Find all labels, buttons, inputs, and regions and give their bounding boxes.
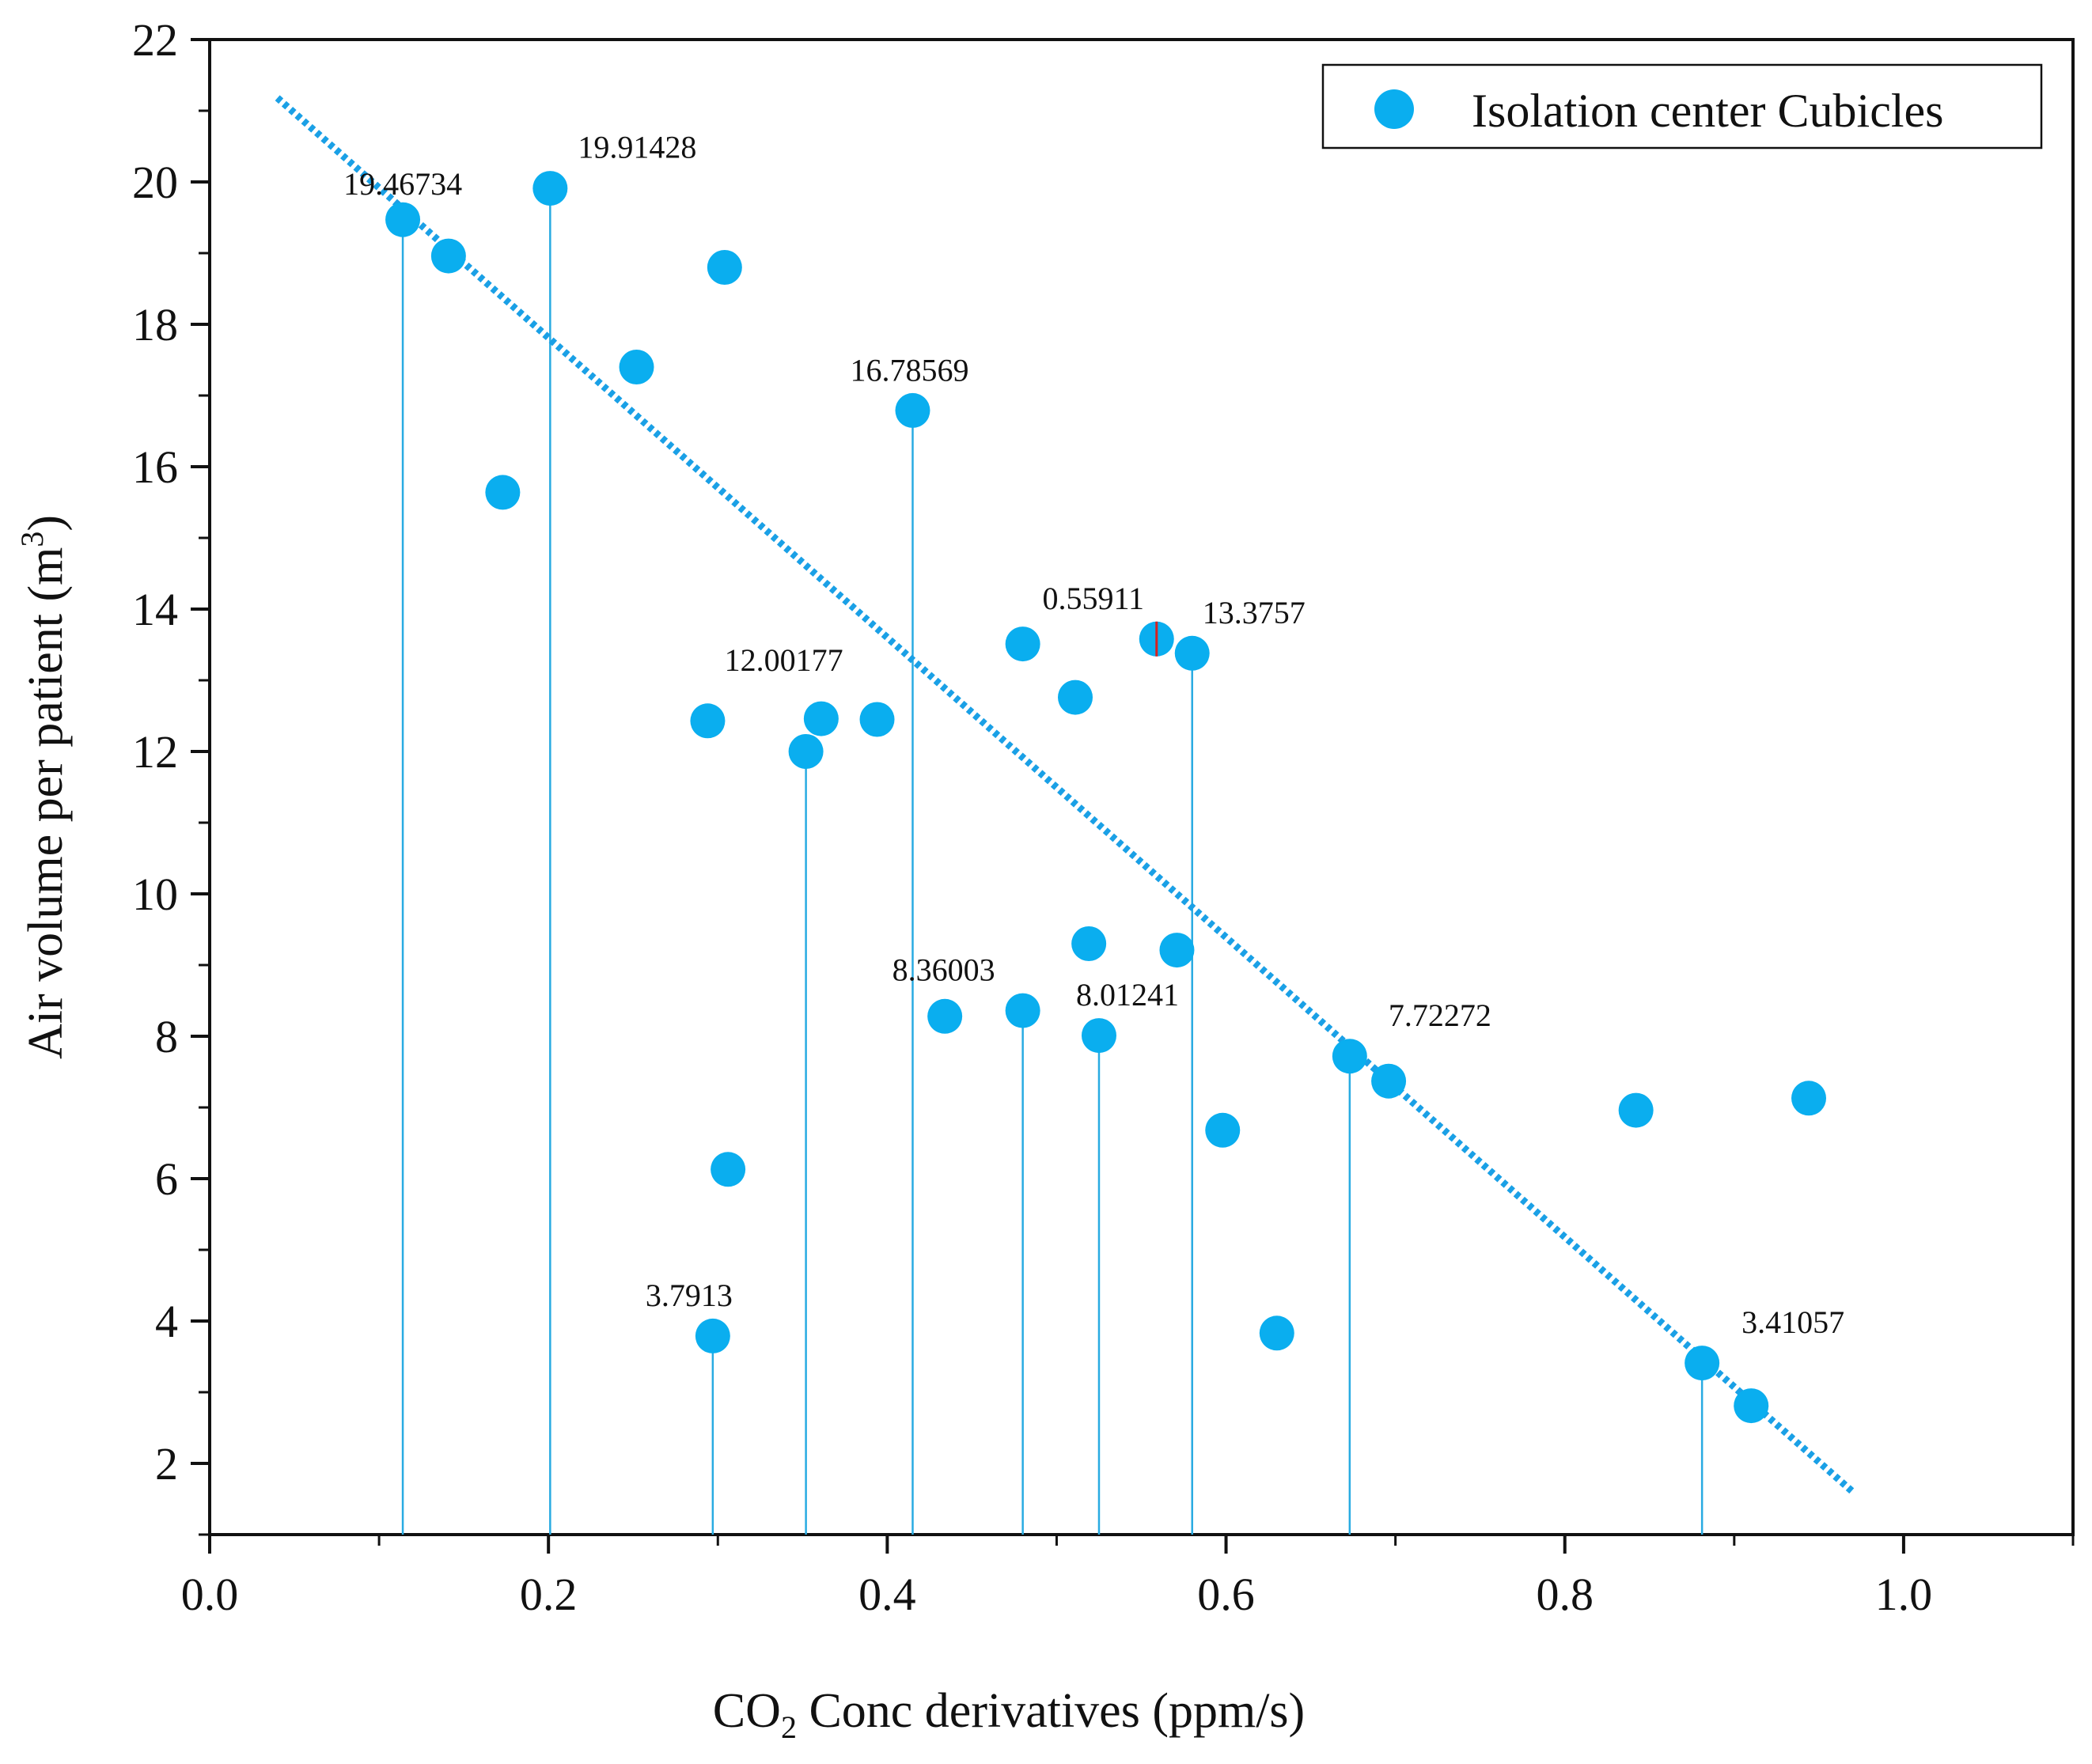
x-tick-label: 0.2	[520, 1569, 578, 1620]
data-label: 8.01241	[1076, 977, 1179, 1013]
legend-box	[1321, 63, 2043, 150]
legend: Isolation center Cubicles	[1321, 63, 2043, 150]
data-label: 19.46734	[343, 166, 462, 202]
data-point	[927, 998, 963, 1034]
y-tick-label: 14	[132, 584, 178, 635]
y-tick-label: 18	[132, 299, 178, 350]
annotation-layer: 19.46734 19.91428 16.78569 12.00177 0.55911 1…	[343, 130, 1844, 1340]
data-point	[1005, 626, 1040, 662]
x-tick-label: 0.6	[1197, 1569, 1255, 1620]
data-label: 19.91428	[578, 130, 696, 165]
x-axis-title: CO2 Conc derivatives (ppm/s)	[713, 1684, 1305, 1745]
data-point	[1081, 1018, 1116, 1054]
data-point	[485, 475, 521, 510]
y-tick-label: 20	[132, 157, 178, 208]
ticks-layer: 0.0 0.2 0.4 0.6 0.8 1.0 2 4 6 8 10 12 14 16 18 20 22	[132, 14, 2075, 1620]
x-tick-label: 0.0	[181, 1569, 239, 1620]
data-point	[707, 250, 742, 285]
data-point	[895, 392, 930, 428]
data-point	[1618, 1092, 1654, 1128]
plot-frame	[208, 38, 2075, 1536]
data-label: 8.36003	[893, 952, 995, 988]
data-point	[690, 703, 726, 739]
data-label: 3.41057	[1741, 1304, 1844, 1340]
x-tick-label: 0.8	[1536, 1569, 1594, 1620]
data-point	[695, 1318, 730, 1353]
data-point	[1791, 1081, 1827, 1116]
data-point	[1685, 1346, 1720, 1381]
data-point	[1205, 1112, 1241, 1148]
x-tick-label: 1.0	[1875, 1569, 1933, 1620]
y-tick-label: 6	[155, 1153, 178, 1205]
x-tick-label: 0.4	[858, 1569, 916, 1620]
y-tick-label: 4	[155, 1296, 178, 1347]
data-label: 16.78569	[850, 352, 968, 388]
data-point	[859, 702, 895, 737]
x-axis-title-rest: Conc derivatives (ppm/s)	[797, 1684, 1305, 1738]
points-layer	[385, 171, 1827, 1424]
data-point	[532, 171, 568, 206]
data-point	[1371, 1063, 1407, 1099]
y-tick-label: 16	[132, 441, 178, 493]
data-point	[1734, 1388, 1769, 1424]
data-label: 13.3757	[1203, 595, 1306, 630]
data-point	[1071, 926, 1107, 961]
data-point	[1005, 993, 1040, 1028]
x-axis-title-subscript: 2	[781, 1709, 797, 1745]
x-axis-title-main: CO	[713, 1684, 781, 1738]
data-point	[1259, 1315, 1294, 1351]
y-tick-label: 10	[132, 869, 178, 920]
data-point	[1332, 1039, 1367, 1074]
data-point	[1159, 933, 1195, 968]
y-tick-label: 12	[132, 726, 178, 778]
data-point	[1058, 679, 1093, 715]
data-point	[619, 350, 654, 384]
data-label: 12.00177	[725, 642, 843, 678]
data-point	[711, 1152, 746, 1187]
data-point	[1174, 635, 1210, 671]
data-label: 7.72272	[1389, 997, 1491, 1033]
y-axis-title: Air volume per patient (m3)	[14, 515, 73, 1059]
trend-layer	[275, 95, 1855, 1495]
y-axis-title-main: Air volume per patient (m	[19, 547, 73, 1059]
trend-line	[275, 95, 1855, 1495]
data-point	[385, 202, 421, 237]
drop-lines	[401, 187, 1704, 1535]
y-axis-title-superscript: 3	[14, 532, 50, 547]
data-point	[788, 734, 824, 769]
y-tick-label: 22	[132, 14, 178, 66]
legend-entry: Isolation center Cubicles	[1472, 85, 1943, 137]
y-axis-title-rest: )	[19, 515, 73, 532]
data-label: 0.55911	[1043, 581, 1145, 616]
data-point	[803, 701, 839, 736]
y-tick-label: 2	[155, 1438, 178, 1490]
y-tick-label: 8	[155, 1011, 178, 1062]
legend-marker	[1374, 89, 1414, 129]
data-label: 3.7913	[646, 1278, 733, 1313]
data-point	[430, 238, 466, 274]
